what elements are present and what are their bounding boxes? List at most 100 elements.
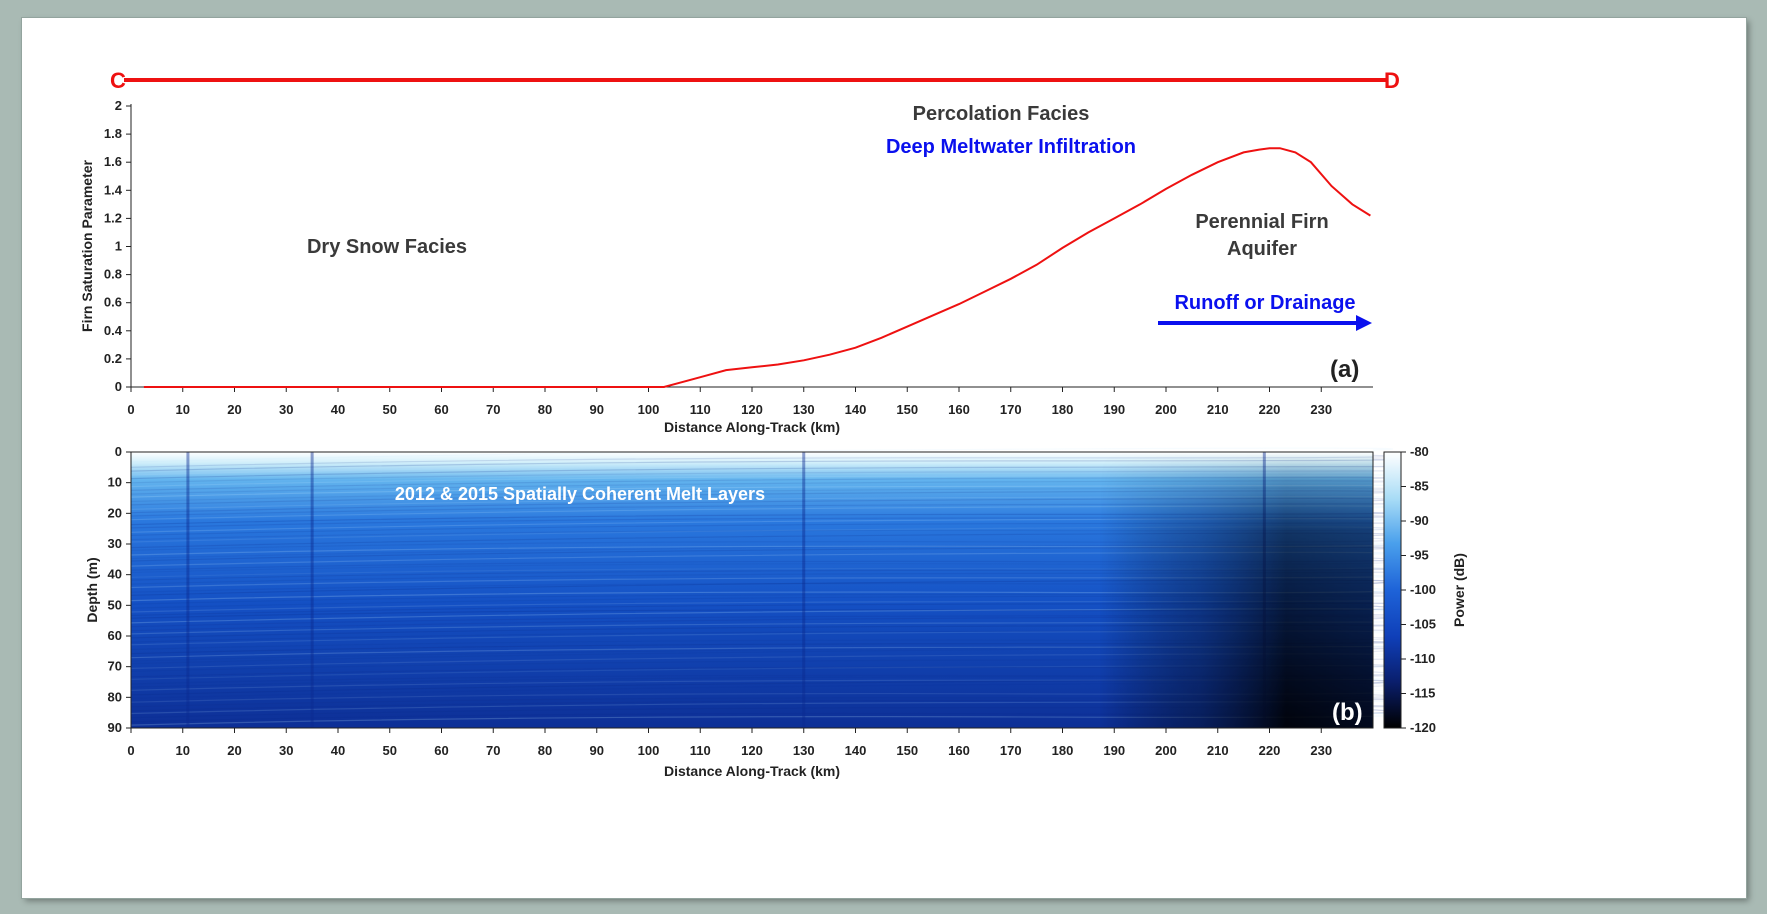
y-tick-label: 0.2 [104,351,122,366]
y-tick-label: 60 [108,628,122,643]
y-tick-label: 1.2 [104,210,122,225]
x-tick-label: 20 [227,743,241,758]
transect-line: C D [110,68,1400,93]
x-tick-label: 0 [127,402,134,417]
x-tick-label: 140 [845,402,867,417]
transect-end-label: D [1384,68,1400,93]
percolation-facies-label: Percolation Facies [913,103,1090,125]
panel-b-label: (b) [1332,699,1363,726]
plot-b-x-axis-label: Distance Along-Track (km) [664,763,840,779]
x-tick-label: 100 [638,743,660,758]
x-tick-label: 80 [538,743,552,758]
x-tick-label: 150 [896,402,918,417]
x-tick-label: 40 [331,743,345,758]
colorbar-tick-label: -120 [1410,720,1436,735]
x-tick-label: 50 [383,743,397,758]
x-tick-label: 140 [845,743,867,758]
x-tick-label: 30 [279,743,293,758]
y-tick-label: 2 [115,98,122,113]
colorbar-tick-label: -80 [1410,444,1429,459]
deep-meltwater-infiltration-label: Deep Meltwater Infiltration [886,136,1136,158]
x-tick-label: 170 [1000,402,1022,417]
y-tick-label: 0 [115,444,122,459]
y-tick-label: 10 [108,475,122,490]
plot-b-y-axis-label: Depth (m) [84,557,100,622]
colorbar: -80 -85 -90 -95 -100 -105 -110 -115 -120 Power (… [1383,444,1467,735]
perennial-firn-aquifer-label-line1: Perennial Firn [1195,211,1328,233]
x-tick-label: 190 [1103,402,1125,417]
x-tick-label: 60 [434,402,448,417]
x-tick-label: 160 [948,743,970,758]
plot-a-y-ticks: 0 0.2 0.4 0.6 0.8 1 1.2 1.4 1.6 1.8 2 [104,98,131,394]
x-tick-label: 180 [1052,402,1074,417]
y-tick-label: 1.8 [104,126,122,141]
y-tick-label: 80 [108,689,122,704]
y-tick-label: 0.8 [104,267,122,282]
colorbar-label: Power (dB) [1451,553,1467,627]
x-tick-label: 100 [638,402,660,417]
perennial-firn-aquifer-label-line2: Aquifer [1227,238,1297,260]
x-tick-label: 220 [1259,743,1281,758]
colorbar-tick-label: -105 [1410,617,1436,632]
y-tick-label: 70 [108,659,122,674]
colorbar-tick-label: -95 [1410,548,1429,563]
firn-saturation-line [143,147,1371,388]
colorbar-tick-label: -100 [1410,582,1436,597]
x-tick-label: 200 [1155,743,1177,758]
x-tick-label: 120 [741,402,763,417]
x-tick-label: 220 [1259,402,1281,417]
x-tick-label: 0 [127,743,134,758]
y-tick-label: 50 [108,597,122,612]
x-tick-label: 230 [1310,743,1332,758]
x-tick-label: 20 [227,402,241,417]
transect-start-label: C [110,68,126,93]
radar-echogram-plot: 0 10 20 30 40 50 60 70 80 90 0 10 20 30 40 50 60 70 80 90 1… [84,444,1467,779]
x-tick-label: 110 [690,743,711,758]
melt-layers-annotation: 2012 & 2015 Spatially Coherent Melt Laye… [395,484,765,504]
colorbar-tick-label: -90 [1410,513,1429,528]
x-tick-label: 120 [741,743,763,758]
y-tick-label: 90 [108,720,122,735]
x-tick-label: 150 [896,743,918,758]
plot-a-y-axis-label: Firn Saturation Parameter [79,159,95,331]
dry-snow-facies-label: Dry Snow Facies [307,236,467,258]
x-tick-label: 190 [1103,743,1125,758]
x-tick-label: 10 [176,402,190,417]
colorbar-gradient [1383,451,1402,729]
y-tick-label: 1.6 [104,154,122,169]
colorbar-tick-label: -85 [1410,479,1429,494]
y-tick-label: 0 [115,379,122,394]
x-tick-label: 180 [1052,743,1074,758]
firn-saturation-plot: 0 0.2 0.4 0.6 0.8 1 1.2 1.4 1.6 1.8 2 0 10 20 30 40 50 6… [79,98,1373,435]
x-tick-label: 130 [793,402,815,417]
x-tick-label: 70 [486,402,500,417]
x-tick-label: 40 [331,402,345,417]
x-tick-label: 130 [793,743,815,758]
plot-b-y-ticks: 0 10 20 30 40 50 60 70 80 90 [108,444,131,735]
x-tick-label: 60 [434,743,448,758]
x-tick-label: 30 [279,402,293,417]
y-tick-label: 0.6 [104,295,122,310]
x-tick-label: 50 [383,402,397,417]
y-tick-label: 40 [108,567,122,582]
x-tick-label: 230 [1310,402,1332,417]
panel-a-label: (a) [1330,356,1359,383]
x-tick-label: 210 [1207,743,1229,758]
x-tick-label: 10 [176,743,190,758]
y-tick-label: 1 [115,239,122,254]
x-tick-label: 80 [538,402,552,417]
plot-a-x-ticks: 0 10 20 30 40 50 60 70 80 90 100 110 120 130 140 150 160… [127,387,1332,417]
x-tick-label: 160 [948,402,970,417]
x-tick-label: 210 [1207,402,1229,417]
colorbar-tick-label: -110 [1410,651,1435,666]
colorbar-ticks: -80 -85 -90 -95 -100 -105 -110 -115 -120 [1401,444,1436,735]
x-tick-label: 70 [486,743,500,758]
plot-b-x-ticks: 0 10 20 30 40 50 60 70 80 90 100 110 120 130 140 150 160… [127,728,1332,758]
y-tick-label: 1.4 [104,182,123,197]
y-tick-label: 0.4 [104,323,123,338]
x-tick-label: 90 [590,402,604,417]
y-tick-label: 20 [108,505,122,520]
x-tick-label: 110 [690,402,711,417]
